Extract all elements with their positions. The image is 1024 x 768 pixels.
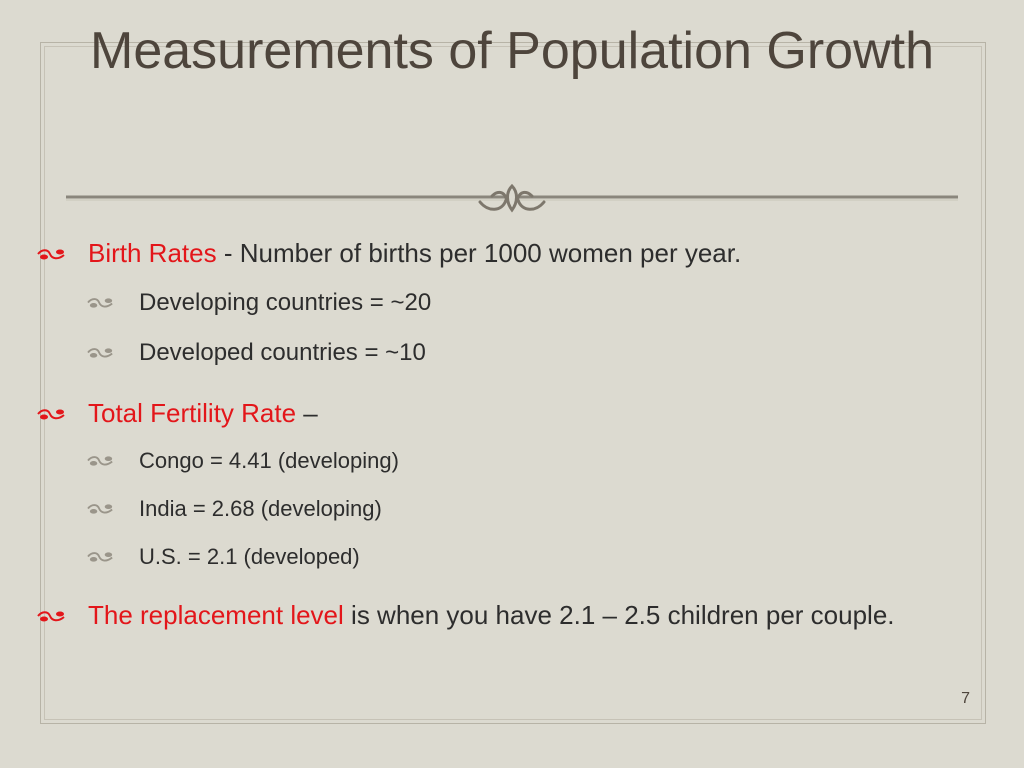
birth-rates-definition: - Number of births per 1000 women per ye… (216, 238, 742, 268)
fleuron-icon (37, 409, 65, 420)
bullet-total-fertility-rate: Total Fertility Rate – (36, 398, 966, 428)
fleuron-icon (87, 504, 113, 514)
developing-countries-text: Developing countries = ~20 (139, 289, 432, 316)
total-fertility-rate-dash: – (296, 398, 318, 428)
developed-countries-text: Developed countries = ~10 (139, 339, 426, 366)
bullet-birth-rates: Birth Rates - Number of births per 1000 … (36, 238, 966, 268)
bullet-developed-countries: Developed countries = ~10 (36, 338, 966, 368)
fleuron-icon (87, 348, 113, 358)
total-fertility-rate-term: Total Fertility Rate (88, 398, 297, 428)
bullet-india: India = 2.68 (developing) (36, 494, 966, 524)
page-number: 7 (961, 690, 970, 707)
bullet-replacement-level: The replacement level is when you have 2… (36, 600, 966, 630)
slide-frame (40, 42, 986, 724)
india-text: India = 2.68 (developing) (139, 496, 382, 521)
replacement-level-term: The replacement level (88, 600, 344, 630)
slide-frame-inner (44, 46, 982, 720)
fleuron-icon (87, 456, 113, 466)
replacement-level-definition: is when you have 2.1 – 2.5 children per … (343, 600, 895, 630)
fleuron-icon (37, 611, 65, 622)
bullet-congo: Congo = 4.41 (developing) (36, 446, 966, 476)
ornamental-divider (66, 183, 958, 213)
fleuron-icon (87, 298, 113, 308)
birth-rates-term: Birth Rates (88, 238, 217, 268)
fleuron-icon (87, 552, 113, 562)
slide-body: Birth Rates - Number of births per 1000 … (36, 238, 966, 630)
congo-text: Congo = 4.41 (developing) (139, 448, 399, 473)
bullet-developing-countries: Developing countries = ~20 (36, 288, 966, 318)
bullet-us: U.S. = 2.1 (developed) (36, 542, 966, 572)
slide-title: Measurements of Population Growth (90, 22, 934, 80)
fleuron-icon (37, 249, 65, 260)
us-text: U.S. = 2.1 (developed) (139, 544, 360, 569)
